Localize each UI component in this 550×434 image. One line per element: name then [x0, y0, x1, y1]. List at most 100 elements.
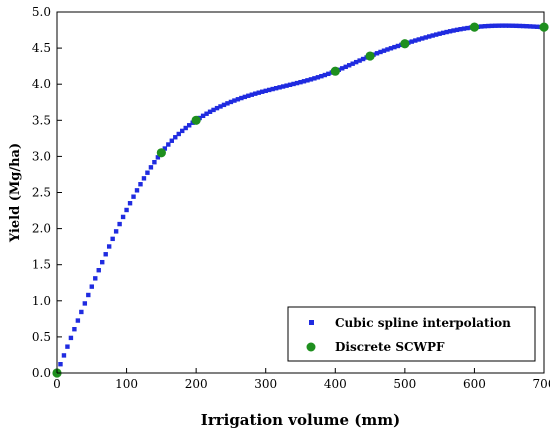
spline-point [246, 93, 251, 98]
spline-point [343, 64, 348, 70]
spline-point [395, 43, 401, 49]
spline-point [263, 88, 268, 94]
spline-point [86, 292, 91, 298]
spline-point [249, 92, 254, 97]
x-axis-label: Irrigation volume (mm) [201, 411, 400, 429]
spline-point [437, 31, 442, 36]
spline-point [294, 80, 300, 86]
discrete-series [52, 22, 549, 378]
spline-point [447, 29, 453, 34]
spline-point [301, 79, 307, 84]
spline-point [89, 284, 94, 289]
spline-point [75, 318, 81, 323]
legend-box [287, 306, 536, 362]
spline-point [273, 85, 279, 91]
y-tick-label: 2.0 [32, 222, 51, 236]
spline-point [166, 142, 171, 147]
spline-point [148, 165, 154, 170]
discrete-point [156, 148, 166, 158]
spline-point [200, 113, 206, 119]
spline-point [315, 75, 321, 80]
spline-point [517, 23, 522, 29]
spline-point [427, 34, 432, 39]
spline-point [378, 49, 383, 55]
legend-marker-discrete [306, 342, 316, 352]
spline-point [256, 90, 261, 95]
spline-point [141, 176, 147, 181]
spline-point [534, 24, 540, 29]
spline-point [235, 97, 241, 102]
spline-point [270, 86, 275, 92]
x-tick-label: 500 [393, 377, 416, 391]
spline-point [186, 123, 192, 128]
spline-point [291, 81, 296, 87]
spline-point [280, 84, 286, 89]
spline-point [496, 23, 501, 28]
spline-point [218, 104, 223, 109]
spline-point [207, 109, 213, 114]
discrete-point [539, 22, 549, 32]
spline-point [169, 138, 174, 143]
spline-point [482, 24, 488, 29]
spline-point [82, 301, 88, 306]
spline-point [513, 23, 519, 29]
spline-point [503, 23, 508, 28]
spline-point [100, 259, 105, 265]
spline-point [260, 89, 265, 94]
x-tick-label: 400 [324, 377, 347, 391]
spline-point [211, 107, 216, 113]
y-tick-label: 5.0 [32, 5, 51, 19]
spline-point [312, 76, 317, 81]
spline-point [433, 32, 439, 37]
spline-point [253, 91, 258, 96]
spline-point [347, 63, 352, 68]
spline-point [507, 23, 512, 28]
x-tick-label: 700 [533, 377, 550, 391]
spline-point [225, 101, 230, 106]
x-tick-label: 300 [254, 377, 277, 391]
x-tick-label: 0 [53, 377, 61, 391]
spline-point [444, 29, 449, 35]
spline-point [458, 27, 463, 32]
legend-label-discrete: Discrete SCWPF [335, 340, 445, 354]
spline-point [127, 201, 133, 206]
x-tick-label: 100 [115, 377, 138, 391]
spline-point [124, 207, 129, 213]
spline-point [162, 146, 168, 151]
y-tick-label: 0.0 [32, 366, 51, 380]
y-tick-label: 4.5 [32, 41, 51, 55]
spline-point [72, 327, 77, 332]
discrete-point [330, 66, 340, 76]
spline-point [277, 85, 282, 90]
y-tick-label: 3.0 [32, 149, 51, 163]
spline-point [138, 182, 143, 187]
spline-point [79, 309, 84, 315]
spline-point [228, 99, 234, 105]
spline-point [392, 44, 397, 50]
spline-point [350, 61, 355, 66]
spline-point [381, 48, 387, 53]
y-tick-label: 3.5 [32, 113, 51, 127]
spline-point [308, 77, 314, 82]
spline-point [461, 26, 467, 31]
y-tick-label: 1.5 [32, 258, 51, 272]
spline-point [413, 38, 418, 43]
spline-point [106, 244, 112, 249]
spline-point [183, 125, 188, 131]
spline-point [305, 78, 310, 83]
spline-point [173, 135, 178, 140]
spline-point [117, 221, 122, 227]
spline-point [298, 79, 303, 85]
spline-point [416, 37, 421, 42]
spline-point [440, 30, 446, 36]
spline-point [131, 194, 136, 199]
spline-point [61, 353, 67, 358]
spline-point [385, 47, 390, 52]
spline-point [423, 35, 428, 40]
x-tick-label: 600 [463, 377, 486, 391]
spline-point [176, 131, 181, 137]
spline-point [493, 23, 498, 28]
spline-point [409, 39, 415, 44]
spline-point [388, 46, 394, 51]
